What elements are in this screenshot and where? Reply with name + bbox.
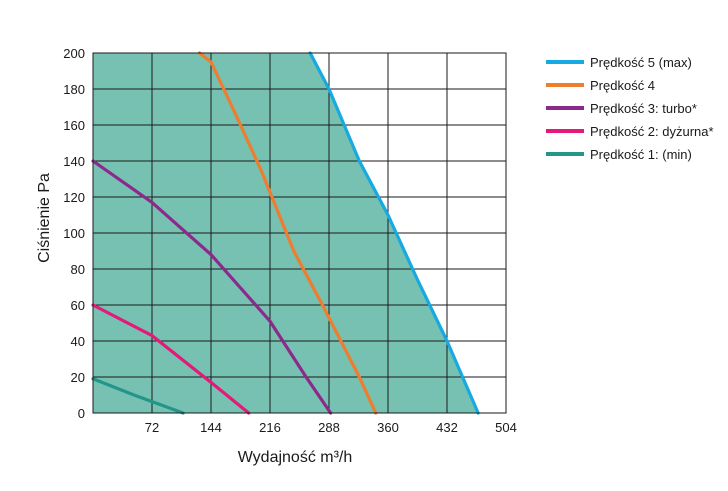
y-tick-label: 0	[78, 406, 85, 421]
y-tick-label: 160	[63, 118, 85, 133]
x-tick-label: 432	[436, 420, 458, 435]
y-tick-label: 60	[71, 298, 85, 313]
y-tick-label: 140	[63, 154, 85, 169]
y-axis-title: Ciśnienie Pa	[36, 173, 53, 263]
y-tick-label: 20	[71, 370, 85, 385]
y-axis-ticks: 0 20 40 60 80 100 120 140 160 180 200	[63, 46, 85, 421]
x-tick-label: 288	[318, 420, 340, 435]
x-tick-label: 216	[259, 420, 281, 435]
series-line-4	[91, 303, 251, 415]
x-axis-title: Wydajność m³/h	[238, 449, 353, 466]
x-tick-label: 72	[145, 420, 159, 435]
y-tick-label: 180	[63, 82, 85, 97]
y-tick-label: 120	[63, 190, 85, 205]
y-tick-label: 40	[71, 334, 85, 349]
series-line-1	[308, 51, 480, 415]
plot-border	[92, 52, 507, 414]
legend-label: Prędkość 1: (min)	[590, 147, 692, 162]
x-tick-label: 504	[495, 420, 517, 435]
legend-label: Prędkość 4	[590, 78, 655, 93]
y-tick-label: 80	[71, 262, 85, 277]
series-lines	[91, 51, 480, 415]
legend-label: Prędkość 3: turbo*	[590, 101, 697, 116]
series-line-5	[91, 377, 185, 415]
legend-label: Prędkość 2: dyżurna*	[590, 124, 714, 139]
y-tick-label: 100	[63, 226, 85, 241]
y-tick-label: 200	[63, 46, 85, 61]
series-line-3	[91, 159, 333, 415]
legend: Prędkość 5 (max) Prędkość 4 Prędkość 3: tu…	[546, 55, 714, 162]
series-line-2	[197, 51, 378, 415]
x-tick-label: 144	[200, 420, 222, 435]
x-tick-label: 360	[377, 420, 399, 435]
legend-label: Prędkość 5 (max)	[590, 55, 692, 70]
grid	[93, 53, 506, 413]
x-axis-ticks: 72 144 216 288 360 432 504	[145, 420, 517, 435]
